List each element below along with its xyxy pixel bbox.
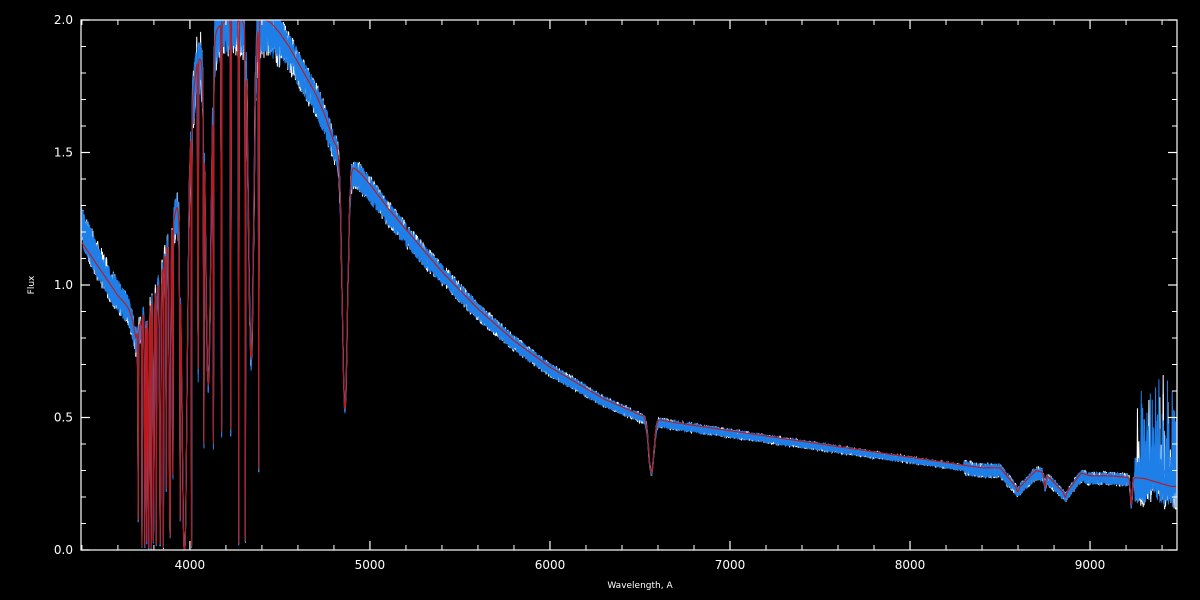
model-spectrum-line: [81, 20, 1177, 550]
x-axis-tick-label: 7000: [715, 558, 746, 572]
axis-layer: 4000 5000 6000 7000 8000 9000 0.0 0.5 1.0 1.5 2.0: [54, 13, 1178, 572]
y-axis-tick-label: 0.5: [54, 411, 73, 425]
x-axis-label: Wavelength, A: [607, 581, 673, 591]
x-axis-tick-label: 8000: [895, 558, 926, 572]
observed-spectrum-line: [81, 20, 1177, 550]
y-axis-tick-label: 2.0: [54, 13, 73, 27]
y-axis-tick-label: 0.0: [54, 543, 73, 557]
x-axis-tick-label: 5000: [355, 558, 386, 572]
y-axis-label: Flux: [27, 275, 37, 294]
x-axis-tick-label: 6000: [535, 558, 566, 572]
y-axis-tick-label: 1.0: [54, 278, 73, 292]
x-axis-tick-label: 9000: [1075, 558, 1106, 572]
y-axis-tick-label: 1.5: [54, 146, 73, 160]
observed-spectrum-line: [81, 20, 1177, 550]
x-axis-tick-label: 4000: [175, 558, 206, 572]
